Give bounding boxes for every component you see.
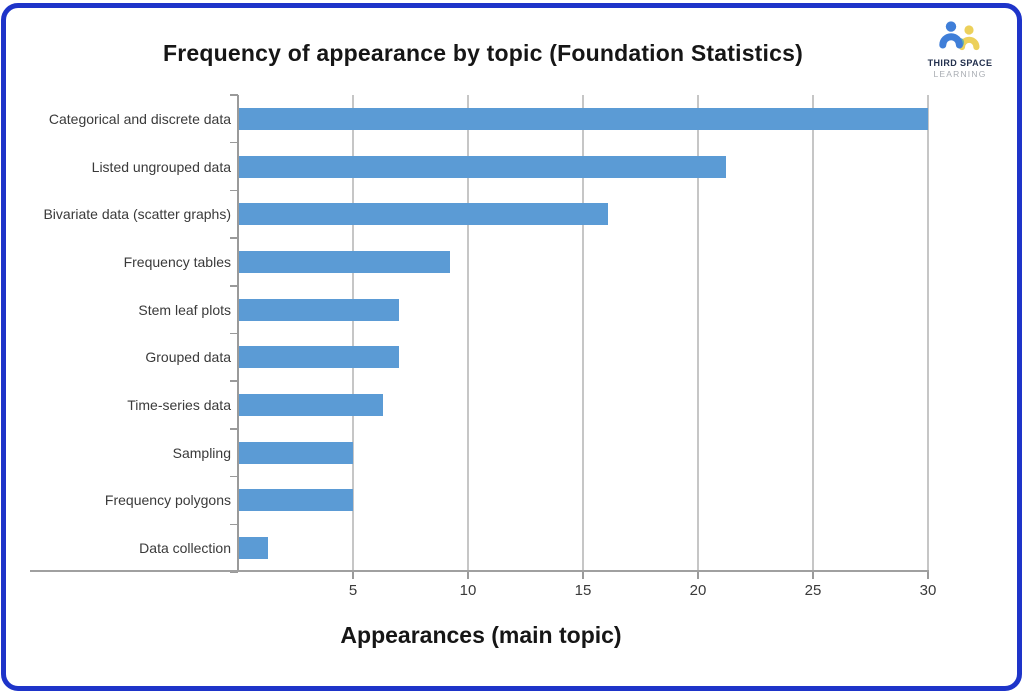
y-tick-mark [230, 475, 238, 478]
logo-text-secondary: LEARNING [933, 69, 987, 80]
bar-5 [238, 346, 399, 369]
category-label: Bivariate data (scatter graphs) [43, 206, 231, 223]
y-tick-mark [230, 380, 238, 382]
y-tick-mark [230, 571, 238, 573]
bar-3 [238, 250, 450, 273]
x-tick-label: 10 [459, 582, 477, 599]
logo-text-primary: THIRD SPACE [927, 58, 993, 68]
bar-8 [238, 489, 353, 512]
y-tick-mark [230, 237, 238, 239]
x-tick-label: 15 [574, 582, 592, 599]
category-label: Listed ungrouped data [91, 158, 231, 175]
bar-rows [238, 95, 928, 572]
y-tick-mark [230, 94, 238, 96]
brand-logo: THIRD SPACE LEARNING [912, 21, 1008, 80]
bar-row [238, 334, 928, 382]
y-tick-mark [230, 428, 238, 430]
x-tick-label: 20 [689, 582, 707, 599]
category-label: Time-series data [127, 397, 231, 414]
bar-row [238, 143, 928, 191]
bar-2 [238, 203, 609, 226]
bar-4 [238, 298, 399, 321]
bar-row [238, 429, 928, 477]
bar-6 [238, 394, 383, 417]
category-label: Frequency polygons [104, 492, 231, 509]
gridline [927, 95, 929, 572]
bar-9 [238, 537, 268, 560]
bar-chart-plot-area: 5 10 15 20 25 30 [230, 94, 936, 599]
bar-row [238, 286, 928, 334]
x-tick-mark [697, 572, 699, 579]
x-tick-label: 25 [804, 582, 822, 599]
category-labels: Categorical and discrete data Listed ungr… [4, 95, 231, 572]
bar-row [238, 524, 928, 572]
bar-row [238, 190, 928, 238]
gridline [812, 95, 814, 572]
chart-title: Frequency of appearance by topic (Founda… [163, 40, 803, 66]
y-tick-mark [230, 141, 238, 144]
category-label: Frequency tables [123, 253, 231, 270]
category-label: Stem leaf plots [138, 301, 231, 318]
gridline [467, 95, 469, 572]
category-label: Categorical and discrete data [48, 110, 231, 127]
y-tick-mark [230, 189, 238, 192]
category-label: Grouped data [145, 349, 231, 366]
gridline [352, 95, 354, 572]
x-tick-label: 5 [348, 582, 358, 599]
y-tick-mark [230, 332, 238, 335]
bar-1 [238, 155, 726, 178]
category-label: Sampling [172, 444, 231, 461]
bar-row [238, 95, 928, 143]
bar-row [238, 238, 928, 286]
x-tick-label: 30 [919, 582, 937, 599]
bar-7 [238, 441, 353, 464]
x-tick-mark [352, 572, 354, 579]
y-tick-mark [230, 285, 238, 287]
y-tick-mark [230, 523, 238, 526]
bar-row [238, 477, 928, 525]
two-people-icon [939, 21, 980, 51]
x-axis-line [30, 570, 929, 572]
x-tick-mark [467, 572, 469, 579]
x-tick-mark [927, 572, 929, 579]
category-label: Data collection [139, 540, 231, 557]
x-tick-mark [812, 572, 814, 579]
x-axis-title: Appearances (main topic) [340, 622, 622, 648]
gridline [582, 95, 584, 572]
gridline [697, 95, 699, 572]
bar-row [238, 381, 928, 429]
bar-0 [238, 107, 928, 130]
x-tick-mark [582, 572, 584, 579]
